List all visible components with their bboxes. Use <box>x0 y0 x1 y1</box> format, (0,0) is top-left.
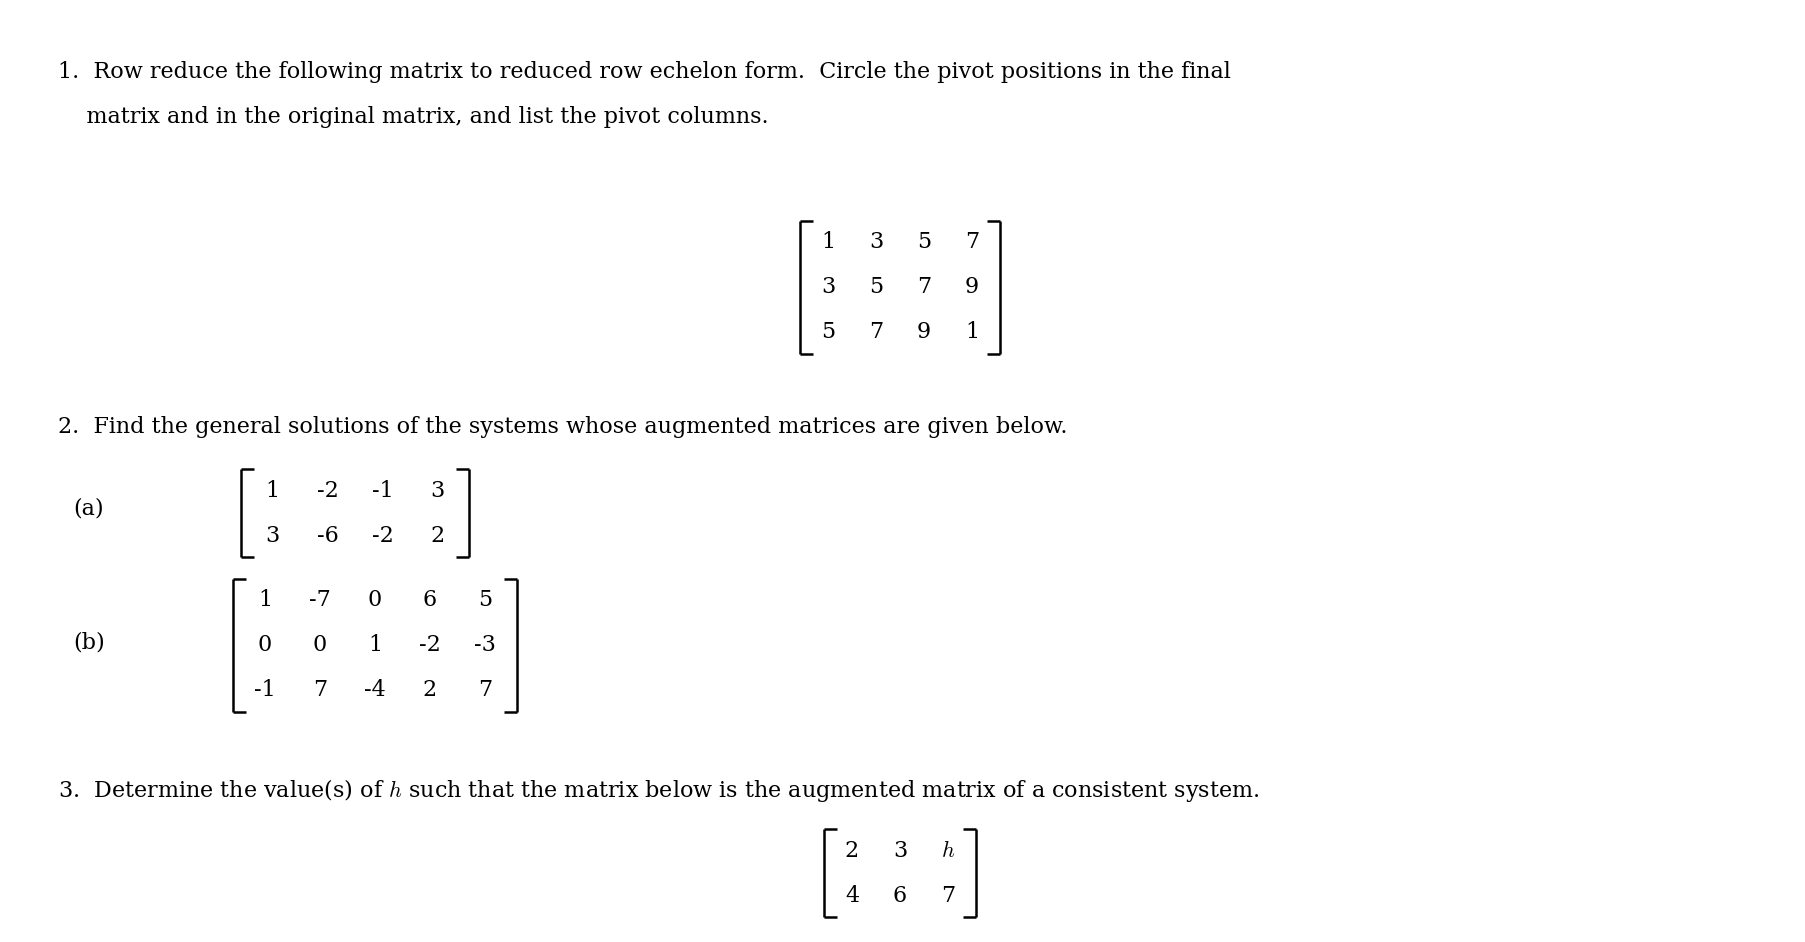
Text: 1: 1 <box>368 634 383 657</box>
Text: 6: 6 <box>893 885 908 907</box>
Text: 0: 0 <box>258 634 273 657</box>
Text: 5: 5 <box>917 232 931 253</box>
Text: 1: 1 <box>258 590 273 611</box>
Text: $h$: $h$ <box>940 839 955 862</box>
Text: 0: 0 <box>368 590 383 611</box>
Text: -4: -4 <box>365 679 386 701</box>
Text: 7: 7 <box>312 679 327 701</box>
Text: -2: -2 <box>372 525 393 547</box>
Text: 1: 1 <box>265 479 280 502</box>
Text: -3: -3 <box>475 634 496 657</box>
Text: 9: 9 <box>966 276 978 299</box>
Text: 6: 6 <box>422 590 437 611</box>
Text: -1: -1 <box>372 479 393 502</box>
Text: 7: 7 <box>868 321 883 343</box>
Text: 7: 7 <box>478 679 493 701</box>
Text: 1.  Row reduce the following matrix to reduced row echelon form.  Circle the piv: 1. Row reduce the following matrix to re… <box>58 61 1231 83</box>
Text: matrix and in the original matrix, and list the pivot columns.: matrix and in the original matrix, and l… <box>58 106 769 127</box>
Text: (b): (b) <box>72 631 105 654</box>
Text: 3: 3 <box>821 276 836 299</box>
Text: 3: 3 <box>265 525 280 547</box>
Text: 1: 1 <box>821 232 836 253</box>
Text: 2: 2 <box>430 525 444 547</box>
Text: 2.  Find the general solutions of the systems whose augmented matrices are given: 2. Find the general solutions of the sys… <box>58 416 1067 438</box>
Text: 1: 1 <box>966 321 978 343</box>
Text: 3: 3 <box>868 232 883 253</box>
Text: -2: -2 <box>419 634 440 657</box>
Text: 5: 5 <box>868 276 883 299</box>
Text: -2: -2 <box>316 479 338 502</box>
Text: 7: 7 <box>917 276 931 299</box>
Text: 2: 2 <box>422 679 437 701</box>
Text: 5: 5 <box>821 321 836 343</box>
Text: 4: 4 <box>845 885 859 907</box>
Text: -7: -7 <box>309 590 330 611</box>
Text: -6: -6 <box>316 525 338 547</box>
Text: 7: 7 <box>966 232 978 253</box>
Text: 5: 5 <box>478 590 493 611</box>
Text: (a): (a) <box>72 497 103 520</box>
Text: 9: 9 <box>917 321 931 343</box>
Text: -1: -1 <box>255 679 276 701</box>
Text: 3: 3 <box>430 479 444 502</box>
Text: 0: 0 <box>312 634 327 657</box>
Text: 3: 3 <box>893 839 908 862</box>
Text: 7: 7 <box>940 885 955 907</box>
Text: 2: 2 <box>845 839 859 862</box>
Text: 3.  Determine the value(s) of $h$ such that the matrix below is the augmented ma: 3. Determine the value(s) of $h$ such th… <box>58 777 1260 804</box>
